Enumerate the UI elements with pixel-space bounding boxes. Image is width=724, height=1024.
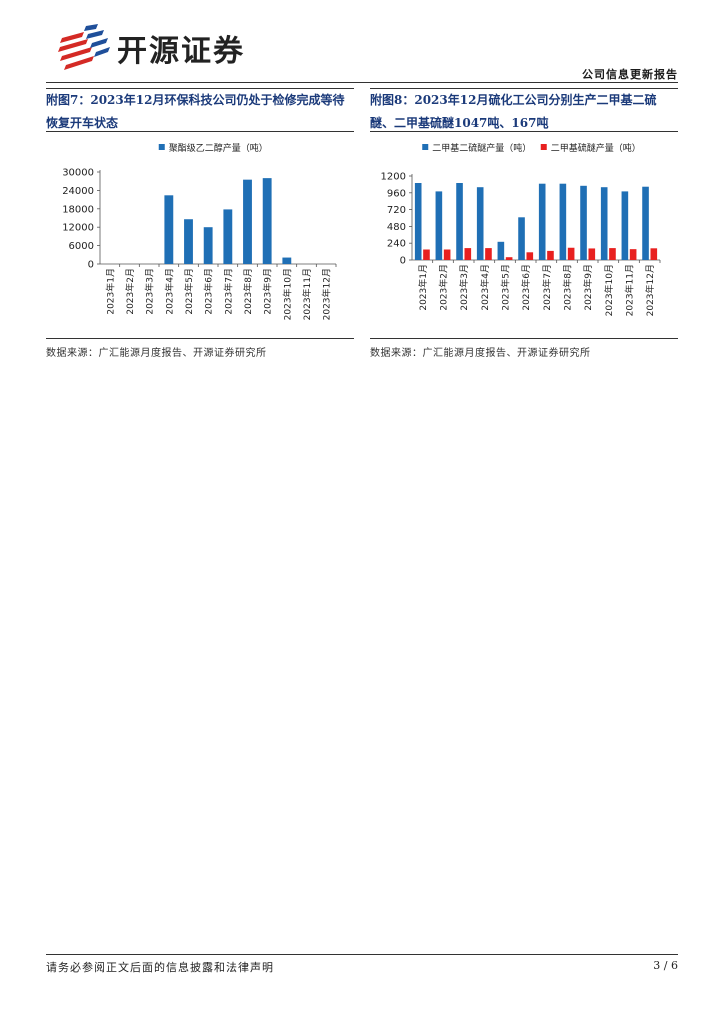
fig8-bar-s0-4 bbox=[497, 241, 505, 260]
fig8-x-tick-label: 2023年4月 bbox=[479, 264, 491, 311]
fig8-legend-swatch-0 bbox=[422, 144, 429, 150]
figure7-title: 附图7：2023年12月环保科技公司仍处于检修完成等待恢复开车状态 bbox=[46, 93, 345, 130]
fig8-bar-s1-8 bbox=[588, 248, 596, 260]
fig8-bar-s0-2 bbox=[456, 183, 463, 260]
brand-name: 开源证券 bbox=[117, 34, 245, 69]
fig8-legend-label-0: 二甲基二硫醚产量（吨） bbox=[432, 142, 531, 154]
fig8-y-tick-label: 480 bbox=[387, 222, 406, 233]
fig7-x-tick-label: 2023年5月 bbox=[183, 268, 195, 315]
fig8-bar-s1-11 bbox=[650, 248, 658, 260]
fig8-bar-s0-11 bbox=[642, 186, 649, 260]
fig8-x-tick-label: 2023年9月 bbox=[582, 264, 594, 311]
fig8-x-tick-label: 2023年1月 bbox=[417, 264, 429, 311]
header-rule bbox=[46, 82, 678, 83]
page-number: 3 / 6 bbox=[653, 959, 678, 972]
fig8-bar-s0-0 bbox=[414, 183, 422, 260]
figure7-bottom-rule bbox=[46, 338, 354, 339]
fig8-bar-s1-2 bbox=[464, 248, 472, 260]
fig8-y-tick-label: 960 bbox=[387, 188, 406, 199]
fig8-y-tick-label: 0 bbox=[400, 256, 406, 267]
fig8-bar-s0-10 bbox=[621, 191, 629, 260]
footer-rule bbox=[46, 954, 678, 955]
fig8-bar-s0-3 bbox=[476, 187, 484, 260]
fig7-legend-swatch-0 bbox=[158, 144, 165, 150]
fig7-x-tick-label: 2023年8月 bbox=[242, 268, 254, 315]
fig7-x-tick-label: 2023年2月 bbox=[124, 268, 136, 315]
fig7-x-tick-label: 2023年6月 bbox=[203, 268, 215, 315]
fig7-x-tick-label: 2023年7月 bbox=[222, 268, 234, 315]
fig7-y-tick-label: 24000 bbox=[62, 186, 94, 197]
fig7-bar-s0-4 bbox=[184, 219, 193, 264]
fig8-bar-s1-1 bbox=[443, 249, 451, 260]
fig7-x-tick-label: 2023年9月 bbox=[262, 268, 274, 315]
fig8-bar-s1-0 bbox=[423, 249, 430, 260]
fig7-x-tick-label: 2023年12月 bbox=[321, 268, 333, 320]
figure7-source: 数据来源：广汇能源月度报告、开源证券研究所 bbox=[46, 348, 267, 359]
fig8-bar-s1-4 bbox=[505, 257, 513, 260]
brand-logo bbox=[58, 24, 110, 70]
fig8-bar-s1-6 bbox=[547, 250, 554, 260]
fig7-y-tick-label: 12000 bbox=[62, 223, 94, 234]
fig7-bar-s0-6 bbox=[223, 209, 233, 264]
fig8-x-tick-label: 2023年3月 bbox=[458, 264, 470, 311]
figure7-top-rule bbox=[46, 88, 354, 89]
fig8-x-tick-label: 2023年5月 bbox=[500, 264, 512, 311]
fig8-bar-s0-6 bbox=[538, 183, 546, 260]
fig7-bar-s0-5 bbox=[203, 227, 213, 264]
fig8-bar-s0-8 bbox=[580, 185, 587, 260]
fig8-x-tick-label: 2023年11月 bbox=[624, 264, 636, 316]
fig8-bar-s0-9 bbox=[600, 187, 608, 260]
figure8-source: 数据来源：广汇能源月度报告、开源证券研究所 bbox=[370, 348, 591, 359]
fig7-y-tick-label: 18000 bbox=[62, 204, 94, 215]
figure8-chart: 二甲基二硫醚产量（吨） 二甲基硫醚产量（吨） 0 240 480 720 960 1200 20… bbox=[381, 142, 661, 316]
figure8-title: 附图8：2023年12月硫化工公司分别生产二甲基二硫醚、二甲基硫醚1047吨、1… bbox=[370, 93, 657, 130]
fig8-x-tick-label: 2023年12月 bbox=[644, 264, 656, 316]
fig8-bar-s1-9 bbox=[609, 248, 616, 260]
fig7-y-tick-label: 0 bbox=[88, 260, 94, 271]
fig7-legend-label-0: 聚酯级乙二醇产量（吨） bbox=[169, 142, 268, 154]
fig7-x-tick-label: 2023年1月 bbox=[104, 268, 116, 315]
fig8-legend-swatch-1 bbox=[540, 144, 547, 150]
fig8-y-tick-label: 1200 bbox=[381, 172, 406, 183]
fig8-x-tick-label: 2023年7月 bbox=[541, 264, 553, 311]
fig7-bar-s0-9 bbox=[282, 257, 292, 264]
fig8-bar-s1-10 bbox=[629, 249, 637, 260]
figure8-top-rule bbox=[370, 88, 678, 89]
figure8-title-rule bbox=[370, 131, 678, 132]
figure7-title-rule bbox=[46, 131, 354, 132]
fig8-bar-s0-7 bbox=[559, 183, 567, 260]
fig7-bar-s0-7 bbox=[243, 179, 252, 264]
fig7-x-tick-label: 2023年4月 bbox=[163, 268, 175, 315]
fig8-bar-s0-5 bbox=[518, 217, 525, 260]
footer-disclaimer: 请务必参阅正文后面的信息披露和法律声明 bbox=[46, 961, 274, 974]
fig8-bar-s1-5 bbox=[526, 252, 534, 260]
fig8-y-tick-label: 240 bbox=[387, 239, 406, 250]
fig7-x-tick-label: 2023年3月 bbox=[144, 268, 156, 315]
fig8-bar-s1-3 bbox=[485, 248, 492, 260]
brand-logo-mark-icon bbox=[58, 24, 110, 70]
fig8-bar-s1-7 bbox=[567, 247, 575, 260]
fig7-bar-s0-8 bbox=[262, 178, 272, 264]
fig8-x-tick-label: 2023年6月 bbox=[520, 264, 532, 311]
fig8-bar-s0-1 bbox=[435, 191, 443, 260]
fig7-y-tick-label: 30000 bbox=[62, 168, 94, 179]
fig7-x-tick-label: 2023年11月 bbox=[301, 268, 313, 320]
fig7-y-tick-label: 6000 bbox=[69, 241, 94, 252]
fig8-x-tick-label: 2023年8月 bbox=[562, 264, 574, 311]
report-type: 公司信息更新报告 bbox=[582, 68, 678, 81]
fig8-x-tick-label: 2023年2月 bbox=[438, 264, 450, 311]
fig8-x-tick-label: 2023年10月 bbox=[603, 264, 615, 316]
fig7-bar-s0-3 bbox=[164, 195, 174, 264]
fig8-legend-label-1: 二甲基硫醚产量（吨） bbox=[551, 142, 641, 154]
fig8-y-tick-label: 720 bbox=[387, 205, 406, 216]
fig7-x-tick-label: 2023年10月 bbox=[281, 268, 293, 320]
figure8-bottom-rule bbox=[370, 338, 678, 339]
figure7-chart: 聚酯级乙二醇产量（吨） 0 6000 12000 18000 24000 30000 2023… bbox=[62, 142, 337, 320]
